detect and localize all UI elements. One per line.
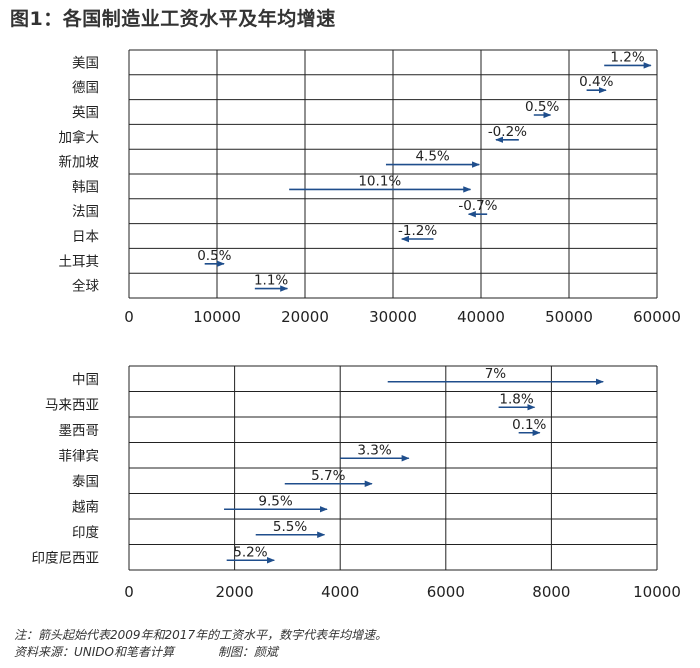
category-label: 泰国 <box>72 474 99 490</box>
category-label: 土耳其 <box>59 254 100 270</box>
category-label: 印度 <box>72 525 99 541</box>
footnote: 注：箭头起始代表2009年和2017年的工资水平，数字代表年均增速。 <box>14 628 388 642</box>
growth-rate-label: -1.2% <box>398 223 437 239</box>
category-label: 全球 <box>72 278 99 295</box>
growth-rate-label: 7% <box>485 366 507 382</box>
growth-rate-label: 0.4% <box>579 74 613 90</box>
bottom-panel-chart: 0 2000 4000 6000 8000 10000 中国 7% 马来西亚 1.8% 墨西哥 0.1… <box>32 365 681 601</box>
category-label: 德国 <box>72 80 99 96</box>
x-tick-label: 6000 <box>427 583 465 601</box>
growth-rate-label: 10.1% <box>358 173 401 189</box>
x-tick-label: 60000 <box>633 308 681 326</box>
category-label: 菲律宾 <box>59 448 100 464</box>
top-panel-chart: 0 10000 20000 30000 40000 50000 60000 美国 1.2% 德国 0… <box>59 49 681 326</box>
growth-rate-label: 0.5% <box>197 248 231 264</box>
x-tick-label: 50000 <box>545 308 593 326</box>
growth-rate-label: -0.7% <box>458 198 497 214</box>
source-line: 资料来源：UNIDO和笔者计算 制图：颜斌 <box>14 643 278 660</box>
category-label: 英国 <box>72 104 99 121</box>
category-label: 墨西哥 <box>59 423 100 439</box>
x-tick-label: 0 <box>124 583 134 601</box>
source-text: 资料来源：UNIDO和笔者计算 <box>14 645 174 659</box>
category-label: 日本 <box>72 229 99 245</box>
x-tick-label: 0 <box>124 308 134 326</box>
category-label: 越南 <box>72 499 99 515</box>
category-label: 韩国 <box>72 179 99 195</box>
category-label: 马来西亚 <box>45 397 99 413</box>
growth-rate-label: 0.1% <box>512 417 546 433</box>
x-tick-label: 10000 <box>193 308 241 326</box>
credit-text: 制图：颜斌 <box>217 645 278 659</box>
category-label: 印度尼西亚 <box>32 550 100 566</box>
growth-rate-label: -0.2% <box>488 124 527 140</box>
growth-rate-label: 5.5% <box>273 519 307 535</box>
x-tick-label: 4000 <box>321 583 359 601</box>
growth-rate-label: 1.8% <box>499 391 533 407</box>
x-tick-label: 2000 <box>216 583 254 601</box>
category-label: 加拿大 <box>59 129 100 146</box>
growth-rate-label: 1.2% <box>610 49 644 65</box>
x-tick-label: 8000 <box>532 583 570 601</box>
category-label: 中国 <box>72 372 99 388</box>
growth-rate-label: 5.2% <box>233 544 267 560</box>
growth-rate-label: 3.3% <box>357 442 391 458</box>
x-tick-label: 30000 <box>369 308 417 326</box>
growth-rate-label: 4.5% <box>415 149 449 165</box>
growth-rate-label: 9.5% <box>258 493 292 509</box>
x-tick-label: 10000 <box>633 583 681 601</box>
growth-rate-label: 5.7% <box>311 468 345 484</box>
category-label: 美国 <box>72 55 99 71</box>
growth-rate-label: 0.5% <box>525 99 559 115</box>
x-tick-label: 40000 <box>457 308 505 326</box>
growth-rate-label: 1.1% <box>254 273 288 289</box>
category-label: 法国 <box>72 204 99 220</box>
category-label: 新加坡 <box>59 155 100 171</box>
chart-title: 图1：各国制造业工资水平及年均增速 <box>10 8 336 30</box>
x-tick-label: 20000 <box>281 308 329 326</box>
